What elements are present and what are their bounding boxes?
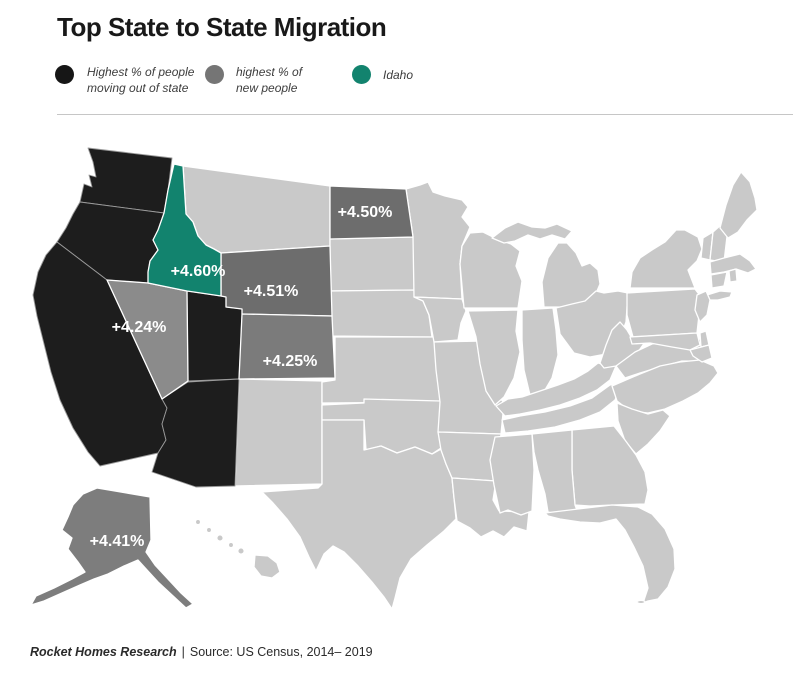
legend-divider [57, 114, 793, 115]
state-minnesota [405, 181, 471, 300]
footer-brand: Rocket Homes Research [30, 645, 177, 659]
state-idaho [147, 163, 222, 297]
state-value-label-nevada: +4.24% [112, 319, 167, 336]
state-mississippi [489, 433, 535, 516]
state-louisiana [451, 477, 530, 538]
state-value-label-wyoming: +4.51% [244, 283, 299, 300]
state-delaware [699, 330, 710, 348]
state-texas [261, 419, 457, 610]
page-title: Top State to State Migration [57, 12, 387, 42]
state-indiana [521, 307, 559, 396]
legend-dot-gray [205, 65, 224, 84]
state-washington [79, 147, 173, 214]
footer: Rocket Homes Research | Source: US Census,… [30, 645, 373, 659]
state-maine [719, 171, 758, 239]
state-illinois [467, 309, 521, 406]
state-florida [544, 504, 676, 604]
long-island [706, 290, 733, 301]
state-south-dakota [329, 236, 418, 292]
state-michigan-upper-peninsula [491, 221, 573, 244]
state-value-label-alaska: +4.41% [90, 533, 145, 550]
legend-label-moving-out: Highest % of people moving out of state [87, 65, 195, 95]
legend-dot-black [55, 65, 74, 84]
state-south-carolina [616, 402, 671, 455]
state-rhode-island [728, 268, 738, 283]
state-colorado [238, 313, 336, 380]
delmarva-peninsula [689, 344, 713, 363]
state-value-label-north-dakota: +4.50% [338, 204, 393, 221]
state-value-label-idaho: +4.60% [171, 263, 226, 280]
state-new-york [629, 229, 703, 289]
state-wyoming [220, 245, 333, 317]
footer-separator: | [181, 645, 185, 659]
state-connecticut [710, 271, 728, 289]
state-nevada [106, 279, 189, 400]
legend-dot-teal [352, 65, 371, 84]
state-maryland [629, 332, 701, 351]
state-wisconsin [459, 231, 523, 309]
state-hawaii [194, 518, 281, 579]
state-montana [182, 165, 331, 254]
state-new-mexico [234, 378, 323, 487]
state-new-jersey [694, 290, 711, 323]
state-pennsylvania [626, 288, 702, 338]
state-arizona [151, 378, 240, 488]
state-kansas [321, 336, 441, 404]
state-massachusetts [709, 253, 757, 275]
state-alaska [30, 487, 194, 609]
state-alabama [531, 429, 579, 516]
state-north-dakota [329, 185, 414, 240]
legend-label-idaho: Idaho [383, 68, 414, 82]
footer-source: Source: US Census, 2014– 2019 [189, 645, 373, 659]
legend-label-new-people: highest % of new people [236, 65, 303, 95]
florida-keys [636, 599, 646, 605]
state-value-label-colorado: +4.25% [263, 353, 318, 370]
